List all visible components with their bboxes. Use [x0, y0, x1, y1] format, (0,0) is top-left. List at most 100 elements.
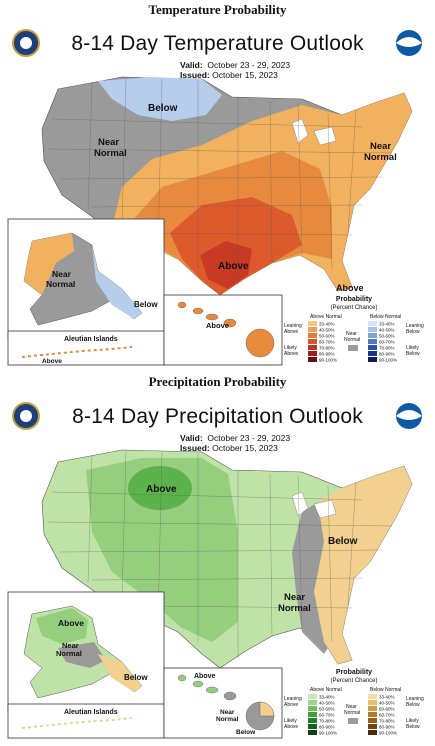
temp-legend-above-swatch — [308, 321, 317, 326]
precipitation-map: Above Below Near Normal Above Near Norma… — [7, 402, 424, 739]
temp-legend-above-swatch — [308, 333, 317, 338]
precip-legend-below-swatch — [368, 694, 377, 699]
precip-legend-above-range: 50-60% — [319, 707, 335, 712]
precip-legend-below-range: 40-50% — [379, 701, 395, 706]
precipitation-outlook-panel: Above Below Near Normal Above Near Norma… — [2, 392, 433, 744]
precip-legend-below-range: 50-60% — [379, 707, 395, 712]
temp-label-alaska-near-1: Near — [52, 269, 72, 279]
temp-label-near-normal-line1: Near — [98, 137, 119, 148]
temp-legend-below-swatch — [368, 357, 377, 362]
svg-text:Likely: Likely — [284, 718, 297, 724]
precip-label-near-normal-2: Normal — [278, 603, 311, 614]
svg-text:Probability: Probability — [336, 669, 372, 676]
precip-legend-above-swatch — [308, 712, 317, 717]
svg-text:Near: Near — [346, 331, 357, 337]
precip-label-hawaii-above: Above — [194, 673, 216, 680]
svg-text:Normal: Normal — [344, 710, 360, 716]
precip-label-hawaii-near-2: Normal — [216, 716, 239, 723]
precip-legend-below-range: 33-40% — [379, 695, 395, 700]
precip-legend-below-swatch — [368, 706, 377, 711]
precip-legend-above-swatch — [308, 718, 317, 723]
precip-legend-below-range: 90-100% — [379, 731, 397, 736]
temp-hawaii-islands — [177, 301, 275, 358]
temp-label-above-se: Above — [336, 283, 364, 293]
temp-legend-below-swatch — [368, 351, 377, 356]
precip-legend-above-swatch — [308, 694, 317, 699]
precip-label-below-east: Below — [328, 536, 358, 547]
temp-alaska-above — [24, 233, 74, 295]
precip-legend-above-range: 90-100% — [319, 731, 337, 736]
precipitation-map-title: 8-14 Day Precipitation Outlook — [72, 405, 363, 428]
precip-label-near-normal-1: Near — [284, 592, 305, 603]
precip-legend-below-swatch — [368, 718, 377, 723]
temp-below-region — [98, 77, 222, 121]
temp-legend-above-swatch — [308, 327, 317, 332]
temp-label-near-normal-ne-2: Normal — [364, 152, 397, 163]
svg-text:Normal: Normal — [344, 337, 360, 343]
temp-label-alaska-near-2: Normal — [46, 279, 75, 289]
temp-label-above-center: Above — [218, 261, 249, 272]
svg-text:Below: Below — [406, 329, 420, 335]
temperature-outlook-panel: Below Near Normal Near Normal Above Abov… — [2, 19, 433, 369]
temp-legend-below-range: 33-40% — [379, 322, 395, 327]
temperature-map: Below Near Normal Near Normal Above Abov… — [7, 29, 424, 366]
temp-legend-above-swatch — [308, 345, 317, 350]
precip-alaska-below — [98, 654, 142, 692]
precip-aleutian-inset — [7, 703, 165, 739]
svg-text:Above Normal: Above Normal — [310, 314, 342, 320]
svg-text:Above: Above — [284, 702, 298, 708]
svg-text:(Percent Chance): (Percent Chance) — [330, 678, 377, 684]
svg-text:(Percent Chance): (Percent Chance) — [330, 305, 377, 311]
precip-alaska-near — [58, 642, 106, 668]
temperature-section-title: Temperature Probability — [148, 2, 287, 17]
svg-text:Above: Above — [284, 724, 298, 730]
temp-legend: Probability (Percent Chance) Above Norma… — [284, 296, 424, 363]
precip-label-hawaii-below: Below — [236, 729, 256, 736]
precip-legend-above-swatch — [308, 706, 317, 711]
temp-legend-above-range: 60-70% — [319, 340, 335, 345]
temp-label-near-normal-line2: Normal — [94, 148, 127, 159]
precip-legend-below-range: 70-80% — [379, 719, 395, 724]
temperature-map-title: 8-14 Day Temperature Outlook — [71, 32, 364, 55]
temp-legend-above-swatch — [308, 351, 317, 356]
temp-aleutian-inset — [7, 330, 165, 366]
svg-text:Probability: Probability — [336, 296, 372, 303]
precip-label-aleutian-title: Aleutian Islands — [64, 709, 118, 716]
precip-legend-above-range: 40-50% — [319, 701, 335, 706]
temp-legend-below-swatch — [368, 333, 377, 338]
temp-state-lines — [47, 78, 393, 285]
temp-legend-below-range: 50-60% — [379, 334, 395, 339]
temp-legend-below-swatch — [368, 345, 377, 350]
svg-text:Below Normal: Below Normal — [370, 687, 401, 693]
precip-label-alaska-below: Below — [124, 673, 148, 682]
precip-legend-above-swatch — [308, 730, 317, 735]
precip-alaska-above — [36, 608, 88, 644]
temp-legend-below-range: 80-90% — [379, 352, 395, 357]
precip-legend-above-swatch — [308, 700, 317, 705]
svg-text:Likely: Likely — [406, 718, 419, 724]
temp-legend-below-swatch — [368, 321, 377, 326]
precip-legend-below-swatch — [368, 700, 377, 705]
svg-text:Below Normal: Below Normal — [370, 314, 401, 320]
precip-legend-above-range: 60-70% — [319, 713, 335, 718]
precip-label-alaska-near-2: Normal — [56, 649, 82, 658]
precip-legend-above-range: 33-40% — [319, 695, 335, 700]
svg-text:Above: Above — [284, 329, 298, 335]
temp-label-alaska-below: Below — [134, 300, 158, 309]
temp-legend-below-range: 90-100% — [379, 358, 397, 363]
temperature-dates: Valid: October 23 - 29, 2023 Issued: Oct… — [180, 60, 291, 80]
temp-legend-above-range: 90-100% — [319, 358, 337, 363]
svg-text:Leaning: Leaning — [406, 323, 424, 329]
precip-label-alaska-near-1: Near — [62, 641, 79, 650]
svg-text:Leaning: Leaning — [284, 323, 302, 329]
svg-text:Leaning: Leaning — [406, 696, 424, 702]
precip-legend-above-range: 70-80% — [319, 719, 335, 724]
temp-legend-below-range: 70-80% — [379, 346, 395, 351]
svg-text:Above: Above — [284, 351, 298, 357]
temp-legend-above-range: 70-80% — [319, 346, 335, 351]
temp-legend-above-range: 33-40% — [319, 322, 335, 327]
precipitation-section-title: Precipitation Probability — [148, 374, 287, 389]
temp-legend-below-range: 40-50% — [379, 328, 395, 333]
precip-legend: Probability (Percent Chance) Above Norma… — [284, 669, 424, 736]
temp-label-aleutian-above: Above — [42, 358, 62, 365]
